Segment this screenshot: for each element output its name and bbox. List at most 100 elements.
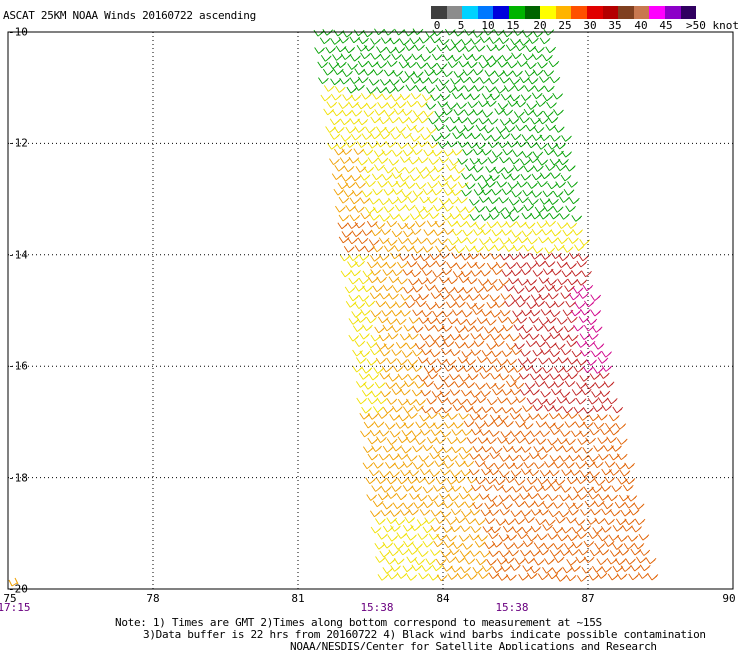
- wind-barb: [381, 149, 393, 156]
- wind-barb: [424, 477, 436, 485]
- wind-barb: [414, 44, 425, 51]
- wind-barb: [449, 373, 460, 381]
- wind-barb: [566, 516, 577, 524]
- wind-barb: [373, 367, 384, 374]
- wind-barb: [426, 238, 438, 245]
- wind-barb: [624, 477, 636, 485]
- wind-barb: [331, 173, 343, 180]
- wind-barb: [417, 550, 429, 557]
- wind-barb: [341, 231, 353, 238]
- wind-barb: [519, 76, 530, 84]
- wind-barb: [416, 237, 428, 244]
- wind-barb: [539, 134, 551, 142]
- wind-barb: [494, 207, 505, 214]
- wind-barb: [443, 541, 455, 548]
- wind-barb: [569, 197, 580, 205]
- wind-barb: [332, 68, 344, 75]
- wind-barb: [404, 222, 416, 230]
- wind-barb: [544, 284, 556, 292]
- wind-barb: [562, 246, 574, 253]
- wind-barb: [373, 421, 385, 428]
- wind-barb: [609, 550, 621, 557]
- wind-barb: [598, 372, 610, 379]
- wind-barb: [442, 310, 453, 318]
- wind-barb: [456, 102, 467, 110]
- wind-barb: [533, 558, 545, 566]
- wind-barb: [490, 372, 501, 380]
- wind-barb: [591, 326, 603, 333]
- colorbar-label: 45: [659, 19, 673, 32]
- wind-barb: [426, 220, 438, 228]
- wind-barb: [419, 414, 430, 422]
- wind-barb: [387, 180, 399, 188]
- wind-barb: [489, 174, 500, 182]
- wind-barb: [378, 429, 390, 437]
- wind-barb: [580, 524, 592, 532]
- wind-barb: [415, 85, 427, 92]
- wind-barb: [568, 454, 580, 462]
- wind-barb: [404, 167, 416, 174]
- wind-barb: [547, 237, 559, 244]
- wind-barb: [605, 422, 616, 430]
- wind-barb: [530, 252, 541, 260]
- wind-barb: [402, 149, 414, 157]
- wind-barb: [403, 540, 414, 548]
- wind-barb: [399, 333, 411, 341]
- wind-barb: [431, 188, 443, 196]
- wind-barb: [519, 454, 530, 462]
- wind-barb: [533, 542, 545, 549]
- wind-barb: [523, 461, 535, 469]
- wind-barb: [431, 366, 443, 373]
- wind-barb: [427, 196, 438, 204]
- wind-barb: [540, 309, 552, 316]
- wind-barb: [486, 301, 498, 309]
- wind-barb: [507, 182, 519, 189]
- wind-barb: [537, 413, 549, 420]
- wind-barb: [537, 159, 549, 166]
- wind-barb: [427, 412, 438, 420]
- wind-barb: [476, 317, 488, 324]
- wind-barb: [382, 324, 394, 332]
- wind-barb: [559, 213, 570, 220]
- wind-barb: [388, 197, 399, 205]
- wind-barb: [402, 502, 414, 510]
- wind-barb: [553, 244, 565, 251]
- wind-barb: [520, 549, 531, 557]
- wind-barb: [601, 350, 612, 358]
- wind-barb: [417, 277, 429, 285]
- wind-barb: [464, 206, 476, 214]
- wind-barb: [579, 239, 591, 246]
- wind-barb: [401, 109, 413, 116]
- wind-barb: [571, 270, 582, 277]
- wind-barb: [387, 534, 399, 542]
- wind-barb: [441, 213, 453, 221]
- wind-barb: [398, 414, 409, 422]
- wind-barb: [481, 175, 493, 182]
- wind-barb: [419, 509, 431, 516]
- wind-barb: [486, 558, 497, 566]
- wind-barb: [533, 85, 545, 92]
- wind-barb: [390, 525, 401, 532]
- wind-barb: [532, 69, 544, 76]
- wind-barb: [370, 310, 382, 318]
- wind-barb: [447, 277, 458, 285]
- wind-barb: [601, 468, 612, 476]
- wind-barb: [421, 269, 433, 276]
- wind-barb: [521, 526, 533, 534]
- wind-barb: [499, 132, 511, 140]
- wind-barb: [551, 285, 563, 292]
- wind-barb: [447, 573, 458, 580]
- wind-barb: [464, 182, 476, 190]
- wind-barb: [588, 493, 599, 500]
- wind-barb: [483, 462, 495, 470]
- wind-barb: [367, 157, 379, 164]
- wind-barb: [422, 444, 434, 452]
- wind-barb: [438, 116, 450, 124]
- wind-barb: [567, 278, 579, 286]
- wind-barb: [466, 573, 478, 580]
- wind-barb: [412, 326, 424, 333]
- wind-barb: [565, 397, 576, 405]
- wind-barb: [501, 54, 513, 62]
- wind-barb: [467, 101, 479, 109]
- wind-barb: [474, 262, 486, 270]
